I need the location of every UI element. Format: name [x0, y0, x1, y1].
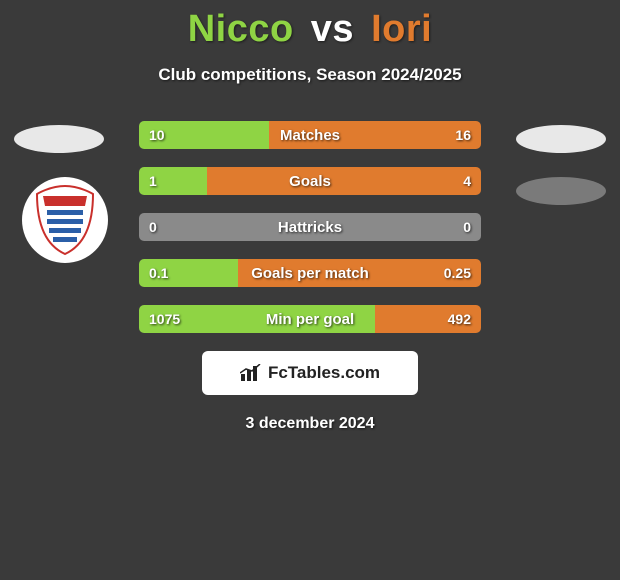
footer-date: 3 december 2024 — [0, 415, 620, 433]
player2-name: Iori — [371, 8, 432, 50]
stat-bar-left — [139, 213, 481, 241]
stat-bar-left — [139, 167, 207, 195]
stat-bar-left — [139, 259, 238, 287]
brand-text: FcTables.com — [268, 363, 380, 383]
stat-bar-right — [238, 259, 481, 287]
player1-name: Nicco — [188, 8, 294, 50]
player2-badge-oval — [516, 125, 606, 153]
stat-row: Matches1016 — [139, 121, 481, 149]
stat-row: Hattricks00 — [139, 213, 481, 241]
stat-bar-right — [207, 167, 481, 195]
bar-chart-icon — [240, 364, 262, 382]
stat-row: Goals14 — [139, 167, 481, 195]
shield-icon — [35, 184, 95, 256]
stat-bar-left — [139, 121, 269, 149]
stat-bars: Matches1016 Goals14 Hattricks00 Goals per m… — [139, 121, 481, 333]
comparison-title: Nicco vs Iori — [0, 0, 620, 51]
brand-badge: FcTables.com — [202, 351, 418, 395]
player2-badge-oval-2 — [516, 177, 606, 205]
club-logo — [22, 177, 108, 263]
vs-label: vs — [311, 8, 354, 50]
comparison-content: Matches1016 Goals14 Hattricks00 Goals per m… — [0, 121, 620, 433]
player1-badge-oval — [14, 125, 104, 153]
stat-bar-left — [139, 305, 375, 333]
stat-bar-right — [269, 121, 481, 149]
subtitle: Club competitions, Season 2024/2025 — [0, 65, 620, 85]
stat-row: Min per goal1075492 — [139, 305, 481, 333]
stat-row: Goals per match0.10.25 — [139, 259, 481, 287]
stat-bar-right — [375, 305, 481, 333]
